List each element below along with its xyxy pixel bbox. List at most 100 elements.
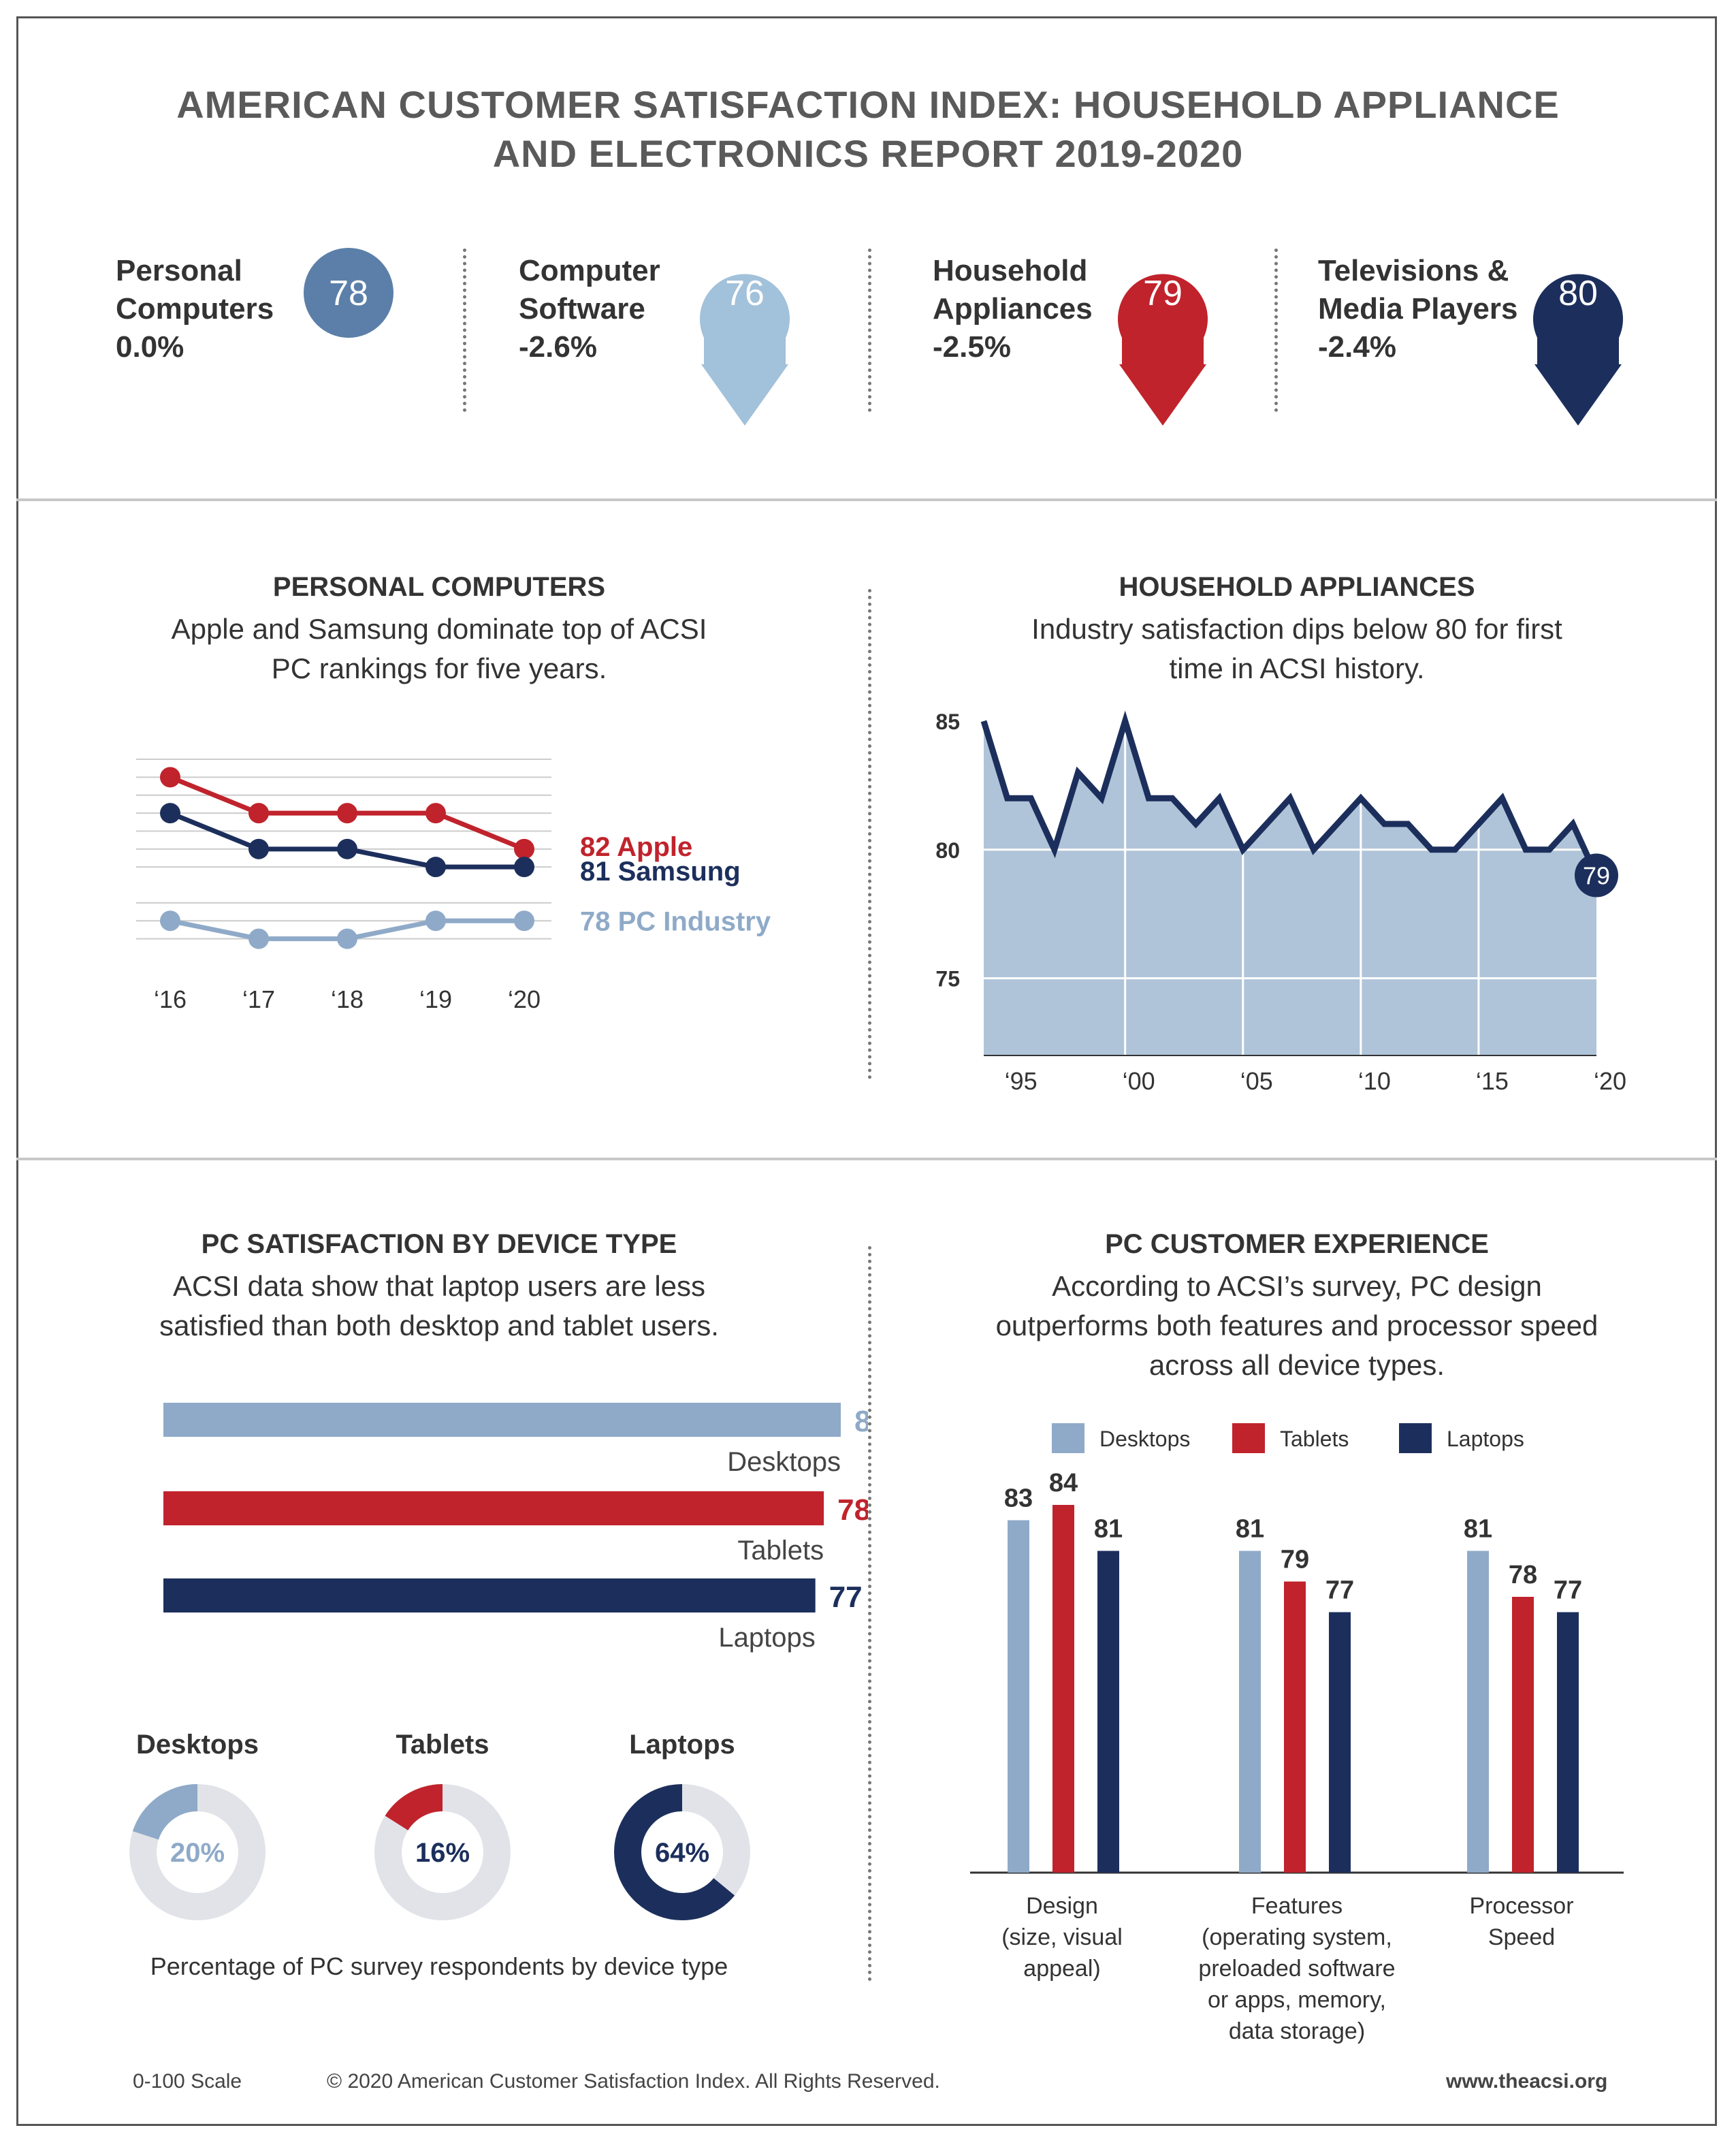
score-value: 79 [1143, 274, 1183, 313]
legend-label: Desktops [1099, 1427, 1190, 1451]
legend-swatch [1232, 1423, 1265, 1453]
donut-segment [129, 1784, 266, 1920]
legend-label: Laptops [1447, 1427, 1524, 1451]
bar-laptops [1329, 1612, 1351, 1873]
donut-caption: Percentage of PC survey respondents by d… [150, 1952, 728, 1980]
score-badge-computer-software: 76 [700, 274, 790, 426]
device-satisfaction-chart: 80Desktops78Tablets77LaptopsDesktops20%T… [129, 1403, 868, 1980]
kpi-name-line1: Computer [519, 254, 660, 287]
category-label: Design [1026, 1893, 1098, 1919]
score-badge-household-appliances: 79 [1118, 274, 1208, 426]
donut-title: Laptops [629, 1730, 735, 1760]
section-subtitle: Apple and Samsung dominate top of ACSI [171, 613, 707, 645]
data-point [248, 803, 269, 824]
series-label: 82 Apple [580, 832, 692, 862]
kpi-change: -2.5% [933, 330, 1011, 364]
bar-value-label: 81 [1094, 1515, 1123, 1544]
data-point [248, 838, 269, 859]
score-value: 80 [1558, 274, 1598, 313]
kpi-change: 0.0% [116, 330, 184, 364]
kpi-personal-computers: Personal Computers 0.0% [116, 252, 274, 366]
series-line [980, 710, 1600, 877]
data-point [337, 838, 357, 859]
bar-tablets [1512, 1597, 1534, 1873]
donut-value: 20% [170, 1838, 225, 1868]
section-subtitle: Industry satisfaction dips below 80 for … [1031, 613, 1562, 645]
kpi-household-appliances: Household Appliances -2.5% [933, 252, 1093, 366]
hbar-label: Laptops [718, 1623, 815, 1653]
bar-tablets [1052, 1505, 1074, 1873]
x-tick-label: ‘00 [1123, 1067, 1155, 1095]
legend-swatch [1052, 1423, 1084, 1453]
footer-url[interactable]: www.theacsi.org [1446, 2070, 1608, 2093]
hbar-value: 77 [829, 1580, 863, 1614]
pc-section-heading: PERSONAL COMPUTERS Apple and Samsung dom… [95, 572, 783, 688]
area-fill [984, 720, 1596, 1055]
hbar-laptops [163, 1578, 816, 1612]
kpi-divider [463, 249, 466, 412]
donut-segment [374, 1784, 511, 1920]
donut-title: Desktops [136, 1730, 259, 1760]
section-subtitle: PC rankings for five years. [271, 652, 607, 684]
kpi-name-line2: Computers [116, 292, 274, 325]
section-title: PERSONAL COMPUTERS [272, 572, 606, 602]
bar-laptops [1557, 1612, 1579, 1873]
series-label: 78 PC Industry [580, 906, 771, 936]
score-circle [304, 248, 393, 338]
kpi-name-line1: Household [933, 254, 1088, 287]
section-separator [16, 498, 1717, 501]
legend-label: Tablets [1280, 1427, 1349, 1451]
bar-tablets [1284, 1581, 1306, 1873]
y-tick-label: 80 [935, 838, 960, 863]
hbar-label: Tablets [737, 1536, 824, 1566]
legend-swatch [1399, 1423, 1432, 1453]
y-tick-label: 85 [935, 710, 960, 734]
bar-value-label: 79 [1281, 1546, 1309, 1574]
series-label: 81 Samsung [580, 857, 741, 887]
data-point [425, 803, 446, 824]
bar-desktops [1008, 1520, 1029, 1873]
kpi-change: -2.6% [519, 330, 597, 364]
page-frame [16, 16, 1717, 2126]
kpi-name-line2: Software [519, 292, 645, 325]
section-divider [868, 1246, 871, 1982]
title-line-2: AND ELECTRONICS REPORT 2019-2020 [492, 132, 1244, 175]
category-label: Speed [1488, 1924, 1555, 1950]
x-tick-label: ‘95 [1005, 1067, 1038, 1095]
data-point [160, 803, 180, 824]
section-title: PC CUSTOMER EXPERIENCE [1105, 1229, 1489, 1259]
appliance-section-heading: HOUSEHOLD APPLIANCES Industry satisfacti… [933, 572, 1661, 688]
section-subtitle: According to ACSI’s survey, PC design [1052, 1270, 1542, 1302]
section-separator [16, 1158, 1717, 1160]
score-value: 78 [329, 274, 368, 313]
x-tick-label: ‘10 [1358, 1067, 1391, 1095]
category-label: (size, visual [1001, 1924, 1123, 1950]
pc-experience-chart: Desktops Tablets Laptops 83 84 81 Design (size,… [970, 1423, 1624, 2044]
x-tick-label: ‘18 [331, 985, 364, 1013]
section-title: HOUSEHOLD APPLIANCES [1119, 572, 1475, 602]
kpi-divider [868, 249, 871, 412]
bar-value-label: 78 [1509, 1561, 1537, 1589]
category-label: data storage) [1229, 2018, 1365, 2044]
bar-laptops [1097, 1551, 1119, 1873]
kpi-name-line2: Media Players [1318, 292, 1518, 325]
experience-section-heading: PC CUSTOMER EXPERIENCE According to ACSI… [933, 1229, 1661, 1385]
bar-value-label: 81 [1236, 1515, 1264, 1544]
hbar-desktops [163, 1403, 841, 1437]
appliance-area-chart: 85 80 75 ‘95 ‘00 ‘05 ‘10 ‘15 ‘20 79 [935, 708, 1626, 1095]
bar-desktops [1239, 1551, 1261, 1873]
x-tick-label: ‘20 [1594, 1067, 1626, 1095]
down-arrow-icon [1118, 274, 1208, 426]
donut-value: 16% [415, 1838, 470, 1868]
donut-value: 64% [655, 1838, 709, 1868]
data-point [425, 910, 446, 932]
kpi-computer-software: Computer Software -2.6% [519, 252, 660, 366]
data-point [160, 910, 180, 932]
bar-value-label: 83 [1004, 1484, 1033, 1513]
section-subtitle: outperforms both features and processor … [995, 1309, 1598, 1341]
bar-value-label: 81 [1464, 1515, 1492, 1544]
kpi-divider [1274, 249, 1278, 412]
kpi-televisions-media-players: Televisions & Media Players -2.4% [1318, 252, 1518, 366]
end-value-badge [1575, 853, 1618, 897]
